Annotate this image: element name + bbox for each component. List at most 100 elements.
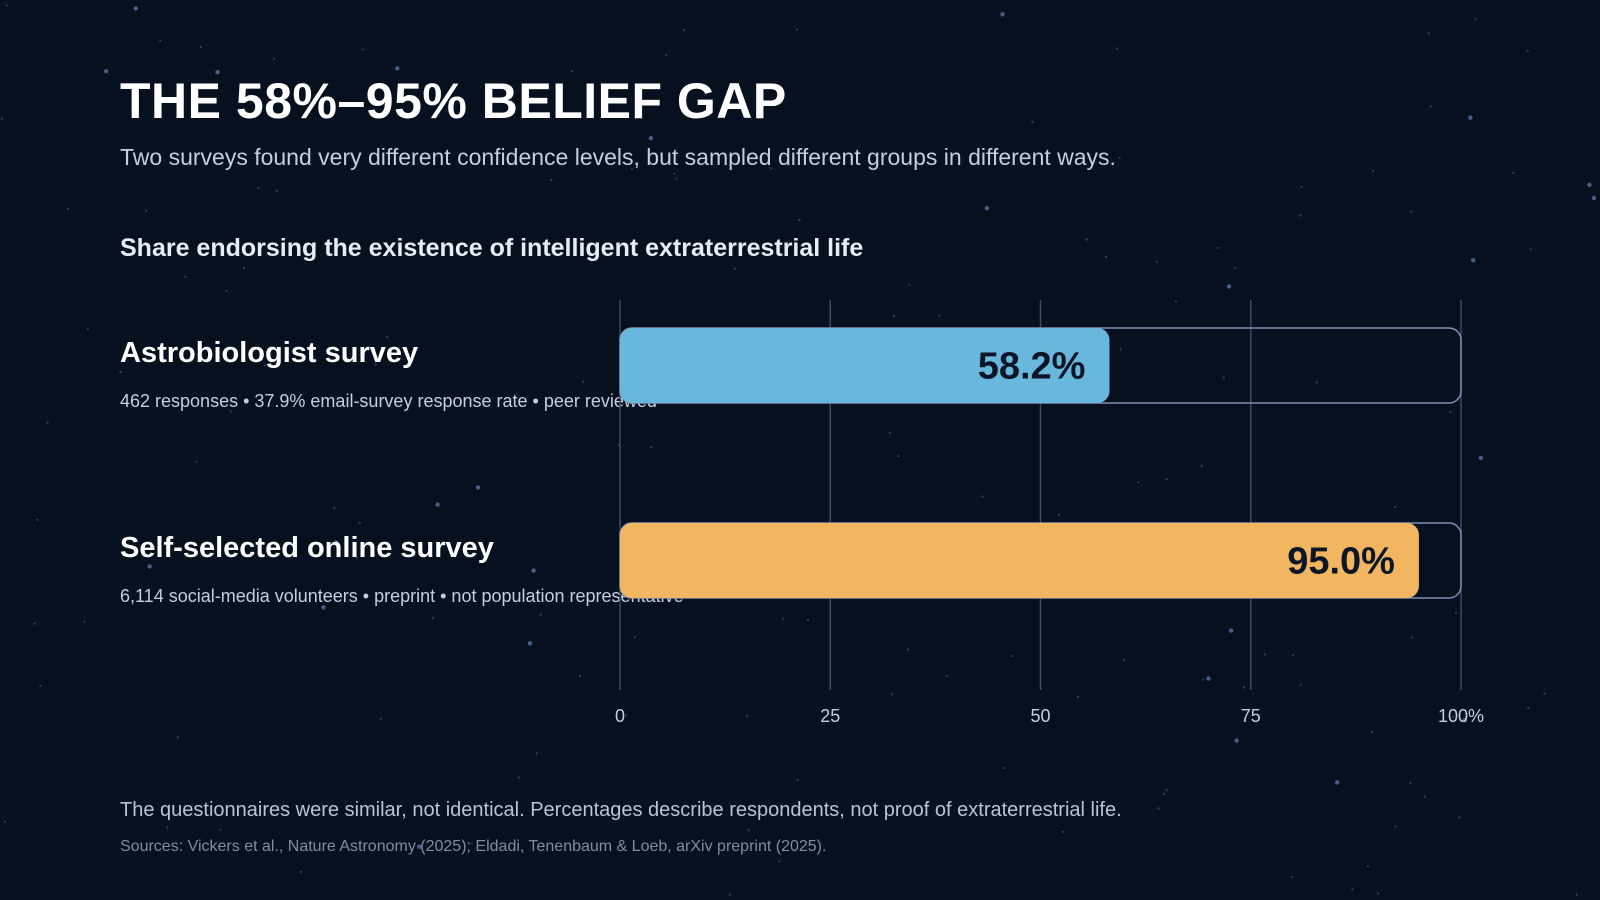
star-dot (1155, 260, 1158, 263)
star-dot (1462, 718, 1468, 723)
star-dot (1429, 105, 1432, 108)
star-dot (1591, 195, 1597, 201)
star-dot (1226, 284, 1232, 289)
star-dot (246, 111, 249, 114)
star-dot (937, 314, 941, 317)
star-dot (1366, 865, 1369, 868)
star-dot (86, 327, 89, 330)
star-dot (892, 315, 896, 318)
x-tick-label: 100% (1438, 706, 1484, 726)
star-dot (1263, 653, 1267, 656)
star-dot (650, 446, 653, 449)
star-dot (39, 684, 42, 687)
star-dot (781, 617, 785, 620)
star-dot (633, 636, 636, 639)
star-dot (683, 28, 686, 31)
star-dot (888, 431, 891, 434)
star-dot (1299, 683, 1303, 686)
star-dot (1512, 171, 1515, 174)
star-dot (369, 807, 372, 811)
star-dot (1228, 628, 1234, 633)
star-dot (1118, 156, 1121, 159)
star-dot (1234, 738, 1239, 743)
star-dot (981, 495, 984, 498)
star-dot (1529, 248, 1532, 251)
star-dot (263, 364, 266, 367)
star-dot (1427, 32, 1430, 35)
star-dot (1105, 255, 1108, 258)
star-dot (229, 410, 232, 413)
star-dot (796, 28, 799, 31)
star-dot (1351, 888, 1354, 891)
star-dot (1062, 830, 1065, 834)
star-dot (1394, 505, 1397, 509)
category-detail-astrobiologist: 462 responses • 37.9% email-survey respo… (120, 391, 657, 411)
star-dot (1057, 513, 1060, 517)
star-dot (1202, 678, 1205, 681)
star-dot (673, 172, 676, 175)
star-dot (733, 267, 736, 271)
category-detail-online: 6,114 social-media volunteers • preprint… (120, 586, 684, 606)
star-dot (631, 167, 634, 170)
star-dot (582, 380, 585, 383)
star-dot (257, 186, 260, 189)
star-dot (1206, 676, 1211, 681)
star-dot (133, 6, 138, 11)
star-dot (3, 820, 6, 823)
star-dot (159, 39, 162, 42)
star-dot (358, 521, 361, 525)
star-dot (33, 622, 36, 625)
star-dot (176, 736, 179, 739)
star-dot (147, 564, 152, 569)
bar (620, 328, 1110, 403)
star-dot (225, 289, 228, 292)
star-dot (1299, 214, 1302, 217)
star-dot (195, 460, 198, 463)
star-dot (890, 693, 893, 696)
footnote: The questionnaires were similar, not ide… (120, 799, 1122, 821)
star-dot (906, 648, 910, 651)
star-dot (380, 717, 383, 720)
star-dot (945, 674, 948, 678)
page-subtitle: Two surveys found very different confide… (120, 144, 1116, 170)
star-dot (333, 506, 336, 510)
category-label-astrobiologist: Astrobiologist survey (120, 337, 419, 369)
star-dot (806, 619, 810, 622)
star-dot (1315, 381, 1318, 384)
star-dot (796, 778, 799, 782)
star-dot (648, 136, 654, 141)
star-dot (184, 275, 187, 278)
star-dot (1527, 707, 1530, 710)
star-dot (1458, 816, 1461, 819)
star-dot (275, 189, 278, 192)
star-dot (46, 421, 49, 424)
star-dot (272, 57, 275, 61)
chart-title: Share endorsing the existence of intelli… (120, 234, 864, 262)
star-dot (1409, 781, 1412, 785)
star-dot (908, 283, 911, 286)
star-dot (1468, 115, 1473, 120)
star-dot (435, 502, 440, 507)
star-dot (431, 616, 434, 620)
star-dot (5, 4, 8, 7)
star-dot (1452, 716, 1455, 719)
star-dot (1372, 170, 1375, 173)
star-dot (1242, 686, 1245, 689)
star-dot (355, 556, 358, 560)
star-dot (1543, 692, 1546, 695)
category-label-online: Self-selected online survey (120, 532, 494, 564)
star-dot (1335, 780, 1340, 785)
star-dot (166, 826, 169, 829)
star-dot (374, 363, 377, 366)
star-dot (1076, 695, 1080, 699)
star-dot (1292, 654, 1295, 657)
star-dot (984, 206, 990, 211)
x-tick-label: 0 (615, 706, 625, 726)
star-dot (539, 613, 542, 616)
star-dot (1157, 807, 1160, 810)
star-dot (104, 69, 109, 74)
star-dot (1174, 300, 1177, 303)
star-dot (219, 828, 222, 831)
star-dot (386, 335, 389, 338)
star-dot (1471, 258, 1476, 263)
